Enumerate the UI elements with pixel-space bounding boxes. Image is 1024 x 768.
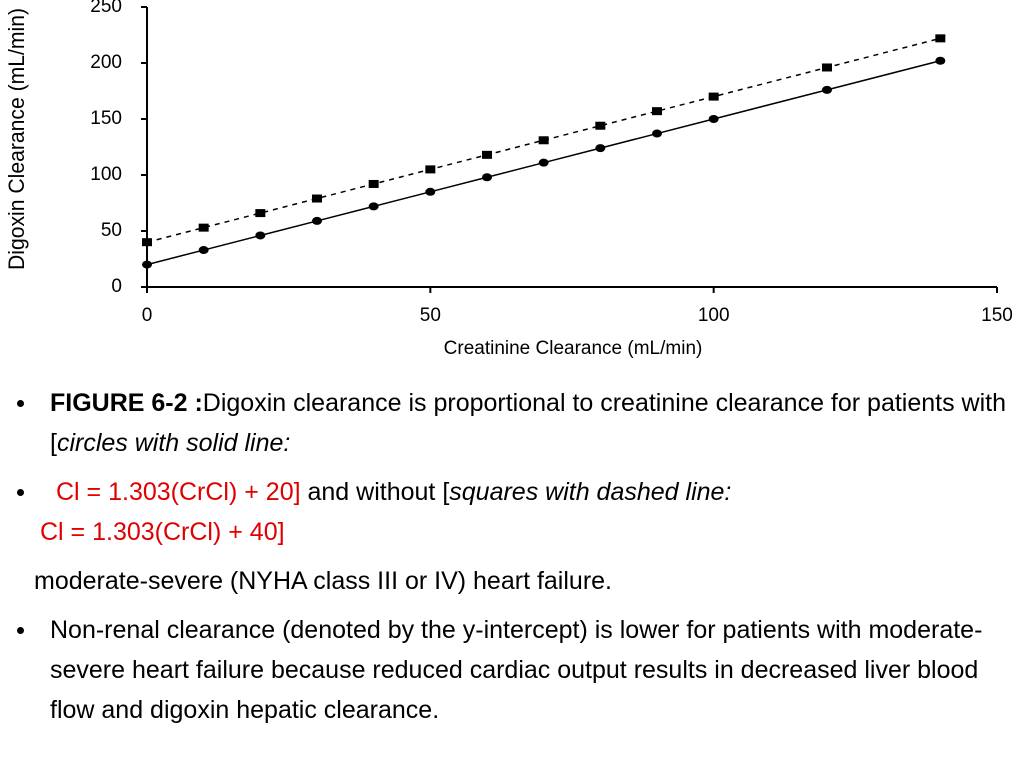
- bullet: FIGURE 6-2 :Digoxin clearance is proport…: [0, 383, 1010, 463]
- square-marker: [822, 63, 832, 72]
- square-marker: [538, 136, 549, 145]
- chart: Creatinine Clearance (mL/min) Digoxin Cl…: [4, 0, 1013, 359]
- bullet-dot: [17, 489, 24, 496]
- bullet-dot: [17, 627, 24, 634]
- x-axis-title: Creatinine Clearance (mL/min): [444, 338, 703, 359]
- bullet: Non-renal clearance (denoted by the y-in…: [0, 610, 1010, 730]
- circle-marker: [368, 202, 379, 211]
- bullet-dot: [17, 400, 24, 407]
- square-marker: [652, 107, 662, 116]
- y-tick-label: 0: [111, 276, 122, 297]
- y-tick-label: 200: [90, 52, 122, 73]
- y-axis-title: Digoxin Clearance (mL/min): [4, 8, 29, 270]
- figure-label: FIGURE 6-2 :: [50, 389, 203, 417]
- square-marker: [142, 238, 152, 247]
- square-marker: [425, 165, 436, 174]
- equation: Cl = 1.303(CrCl) + 20]: [56, 478, 301, 506]
- square-marker: [368, 179, 379, 188]
- circle-marker: [652, 129, 662, 138]
- circle-marker: [538, 158, 549, 167]
- circle-marker: [255, 231, 266, 240]
- square-marker: [312, 194, 322, 203]
- text: moderate-severe (NYHA class III or IV) h…: [34, 567, 612, 595]
- text: Digoxin clearance is proportional to cre…: [50, 389, 1007, 457]
- square-marker: [482, 150, 492, 159]
- bullet: Cl = 1.303(CrCl) + 20] and without [squa…: [0, 472, 1010, 601]
- circle-marker: [312, 216, 322, 225]
- square-marker: [935, 34, 946, 43]
- square-marker: [198, 223, 209, 232]
- equation: Cl = 1.303(CrCl) + 40]: [40, 518, 285, 546]
- text-italic: circles with solid line:: [56, 429, 291, 457]
- text-italic: squares with dashed line:: [449, 478, 732, 506]
- square-marker: [708, 92, 719, 101]
- circle-marker: [935, 56, 946, 65]
- notes: FIGURE 6-2 :Digoxin clearance is proport…: [0, 383, 1024, 739]
- square-marker: [595, 121, 606, 130]
- circle-marker: [425, 187, 436, 196]
- text: and without [: [307, 478, 450, 506]
- circle-marker: [142, 260, 152, 269]
- circle-marker: [198, 246, 209, 255]
- square-marker: [255, 209, 266, 218]
- x-tick-label: 50: [420, 305, 441, 326]
- circle-marker: [822, 85, 832, 94]
- x-tick-label: 0: [142, 305, 153, 326]
- y-tick-label: 150: [90, 108, 122, 129]
- y-tick-label: 250: [90, 0, 122, 17]
- y-tick-label: 100: [90, 164, 122, 185]
- circle-marker: [482, 173, 492, 182]
- circle-marker: [595, 144, 606, 153]
- circle-marker: [708, 115, 719, 123]
- y-tick-label: 50: [101, 220, 122, 241]
- x-tick-label: 100: [698, 305, 730, 326]
- text: Non-renal clearance (denoted by the y-in…: [50, 616, 983, 724]
- x-tick-label: 150: [981, 305, 1013, 326]
